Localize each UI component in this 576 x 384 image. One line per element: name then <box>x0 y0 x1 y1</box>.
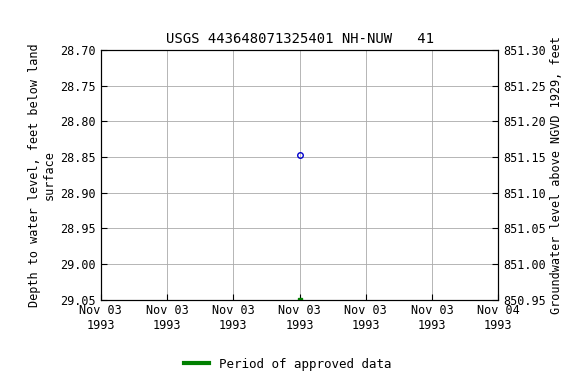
Y-axis label: Depth to water level, feet below land
surface: Depth to water level, feet below land su… <box>28 43 56 306</box>
Legend: Period of approved data: Period of approved data <box>179 353 397 376</box>
Title: USGS 443648071325401 NH-NUW   41: USGS 443648071325401 NH-NUW 41 <box>165 32 434 46</box>
Y-axis label: Groundwater level above NGVD 1929, feet: Groundwater level above NGVD 1929, feet <box>550 36 563 314</box>
